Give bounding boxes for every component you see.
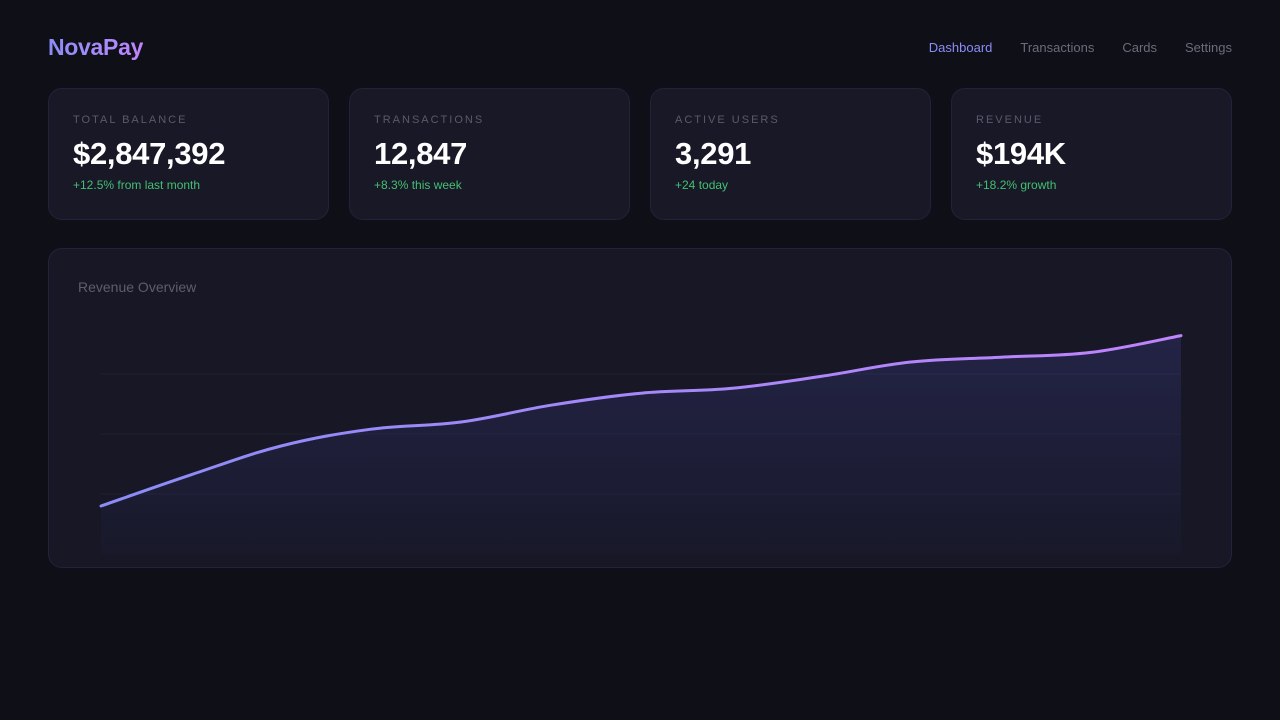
stat-value: $2,847,392 xyxy=(73,136,226,171)
stat-label: REVENUE xyxy=(976,114,1044,126)
chart-title: Revenue Overview xyxy=(78,279,197,295)
chart-area-fill xyxy=(101,335,1181,554)
stat-value: $194K xyxy=(976,136,1066,171)
nav-cards[interactable]: Cards xyxy=(1122,39,1158,55)
nav-transactions[interactable]: Transactions xyxy=(1020,39,1095,55)
stat-label: ACTIVE USERS xyxy=(675,114,780,126)
stat-change: +12.5% from last month xyxy=(73,178,201,192)
stat-label: TRANSACTIONS xyxy=(374,114,485,126)
stat-change: +24 today xyxy=(675,178,729,192)
revenue-area-chart xyxy=(99,334,1183,554)
main-nav: Dashboard Transactions Cards Settings xyxy=(929,40,1232,55)
stat-card-transactions: TRANSACTIONS 12,847 +8.3% this week xyxy=(349,88,630,220)
stat-card-active-users: ACTIVE USERS 3,291 +24 today xyxy=(650,88,931,220)
stat-value: 12,847 xyxy=(374,136,468,171)
nav-dashboard[interactable]: Dashboard xyxy=(928,39,993,55)
stat-cards: TOTAL BALANCE $2,847,392 +12.5% from las… xyxy=(48,88,1232,220)
stat-change: +18.2% growth xyxy=(976,178,1057,192)
revenue-chart-panel: Revenue Overview xyxy=(48,248,1232,568)
app-logo[interactable]: NovaPay xyxy=(48,33,144,60)
stat-label: TOTAL BALANCE xyxy=(73,114,188,126)
top-header: NovaPay Dashboard Transactions Cards Set… xyxy=(48,30,1232,64)
stat-card-revenue: REVENUE $194K +18.2% growth xyxy=(951,88,1232,220)
stat-value: 3,291 xyxy=(675,136,752,171)
stat-card-total-balance: TOTAL BALANCE $2,847,392 +12.5% from las… xyxy=(48,88,329,220)
nav-settings[interactable]: Settings xyxy=(1185,39,1232,55)
stat-change: +8.3% this week xyxy=(374,178,462,192)
chart-line xyxy=(99,334,1183,508)
